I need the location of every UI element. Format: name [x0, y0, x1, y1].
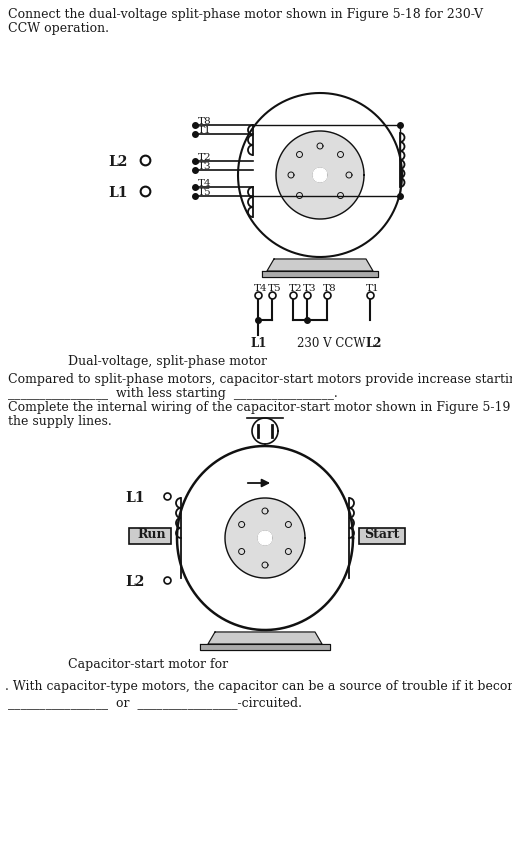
Text: 230 V CCW: 230 V CCW: [297, 337, 366, 350]
Polygon shape: [258, 531, 272, 545]
Polygon shape: [313, 168, 327, 182]
Text: ________________  with less starting  ________________.: ________________ with less starting ____…: [8, 387, 338, 400]
Text: Start: Start: [364, 528, 399, 541]
Text: T4: T4: [198, 179, 211, 188]
Text: CCW operation.: CCW operation.: [8, 22, 109, 35]
Text: T2: T2: [289, 284, 303, 293]
Text: T3: T3: [303, 284, 316, 293]
Text: Dual-voltage, split-phase motor: Dual-voltage, split-phase motor: [68, 355, 267, 368]
Text: T4: T4: [254, 284, 268, 293]
Text: T3: T3: [198, 162, 211, 171]
Text: L1: L1: [250, 337, 266, 350]
Polygon shape: [208, 632, 322, 644]
Text: T5: T5: [198, 188, 211, 197]
Text: L1: L1: [125, 491, 144, 505]
FancyBboxPatch shape: [129, 528, 171, 544]
Text: Run: Run: [137, 528, 165, 541]
Text: L2: L2: [365, 337, 381, 350]
Text: Complete the internal wiring of the capacitor-start motor shown in Figure 5-19 t: Complete the internal wiring of the capa…: [8, 401, 512, 414]
Text: L1: L1: [108, 186, 127, 200]
Polygon shape: [262, 271, 378, 277]
Text: Compared to split-phase motors, capacitor-start motors provide increase starting: Compared to split-phase motors, capacito…: [8, 373, 512, 386]
Text: T2: T2: [198, 153, 211, 162]
FancyBboxPatch shape: [359, 528, 405, 544]
Polygon shape: [200, 644, 330, 650]
Polygon shape: [267, 259, 373, 271]
Text: ________________  or  ________________-circuited.: ________________ or ________________-cir…: [8, 696, 302, 709]
Text: the supply lines.: the supply lines.: [8, 415, 112, 428]
Text: . With capacitor-type motors, the capacitor can be a source of trouble if it bec: . With capacitor-type motors, the capaci…: [5, 680, 512, 693]
Text: T1: T1: [366, 284, 379, 293]
Text: Capacitor-start motor for: Capacitor-start motor for: [68, 658, 228, 671]
Text: T8: T8: [198, 117, 211, 126]
Text: L2: L2: [125, 575, 144, 589]
Text: T1: T1: [198, 126, 211, 135]
Polygon shape: [276, 131, 364, 219]
Text: Connect the dual-voltage split-phase motor shown in Figure 5-18 for 230-V: Connect the dual-voltage split-phase mot…: [8, 8, 483, 21]
Polygon shape: [225, 498, 305, 578]
Text: L2: L2: [108, 155, 127, 169]
Text: T8: T8: [323, 284, 336, 293]
Text: T5: T5: [268, 284, 282, 293]
